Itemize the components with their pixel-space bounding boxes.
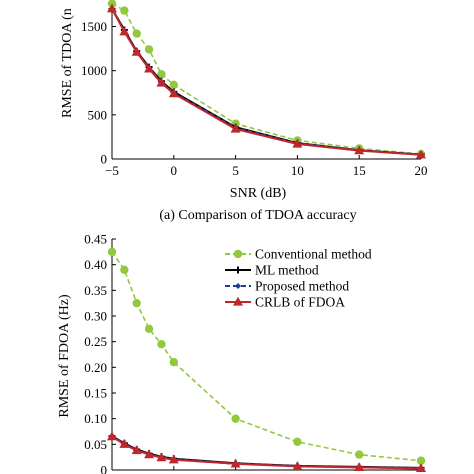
fdoa-ytick-label: 0	[101, 463, 108, 474]
fdoa-point-crlb	[131, 445, 142, 455]
fdoa-series-conventional	[107, 247, 426, 465]
tdoa-ytick-label: 0	[101, 152, 108, 167]
tdoa-xtick-label: 15	[353, 163, 366, 178]
fdoa-point-conventional	[416, 456, 426, 465]
fdoa-point-conventional	[132, 298, 141, 308]
tdoa-point-conventional	[144, 45, 154, 54]
legend-label-ml: ML method	[255, 263, 319, 278]
tdoa-ylabel: RMSE of TDOA (n	[60, 8, 75, 118]
tdoa-point-crlb	[354, 145, 365, 155]
legend-marker-ml	[234, 266, 242, 274]
tdoa-series-crlb	[107, 3, 426, 159]
fdoa-ylabel: RMSE of FDOA (Hz)	[57, 294, 72, 418]
fdoa-line-proposed	[111, 435, 422, 469]
fdoa-point-conventional	[231, 414, 240, 423]
fdoa-chart: 0 0.05 0.10 0.15 0.20 0.25 0.30 0.35 0.40 0.45	[84, 232, 426, 474]
legend-label-proposed: Proposed method	[255, 279, 349, 294]
fdoa-line-crlb	[111, 435, 422, 470]
fdoa-ytick-label: 0.40	[84, 257, 107, 272]
legend-marker-conventional	[233, 249, 243, 259]
tdoa-point-crlb	[131, 46, 142, 56]
tdoa-xtick-label: 10	[291, 163, 304, 178]
tdoa-point-conventional	[157, 70, 166, 79]
tdoa-ytick-label: 1500	[81, 19, 107, 34]
tdoa-point-crlb	[416, 149, 426, 159]
fdoa-point-crlb	[416, 463, 426, 473]
legend-label-conventional: Conventional method	[255, 247, 372, 262]
legend-entry-conventional: Conventional method	[225, 247, 372, 262]
tdoa-xlabel: SNR (dB)	[230, 186, 287, 201]
legend-entry-crlb: CRLB of FDOA	[225, 295, 345, 310]
fdoa-point-conventional	[157, 340, 166, 349]
tdoa-line-conventional	[111, 2, 422, 155]
fdoa-ytick-label: 0.30	[84, 309, 107, 324]
fdoa-ytick-label: 0.35	[84, 283, 107, 298]
fdoa-point-conventional	[169, 358, 178, 367]
fdoa-point-conventional	[120, 265, 129, 274]
tdoa-point-conventional	[132, 29, 141, 38]
legend-label-crlb: CRLB of FDOA	[255, 295, 345, 310]
fdoa-point-crlb	[292, 461, 303, 471]
legend-marker-crlb	[233, 296, 243, 306]
tdoa-series-ml	[108, 5, 425, 159]
tdoa-point-crlb	[230, 123, 241, 133]
fdoa-point-crlb	[119, 439, 130, 448]
tdoa-line-crlb	[111, 8, 422, 156]
fdoa-point-crlb	[156, 452, 167, 462]
fdoa-point-crlb	[354, 462, 365, 472]
fdoa-ytick-label: 0.25	[84, 334, 107, 349]
fdoa-ytick-label: 0.15	[84, 386, 107, 401]
tdoa-ytick-label: 1000	[81, 63, 107, 78]
tdoa-point-crlb	[144, 63, 155, 73]
fdoa-point-conventional	[144, 324, 154, 334]
tdoa-point-crlb	[168, 88, 179, 98]
tdoa-point-crlb	[292, 138, 303, 148]
fdoa-ytick-label: 0.10	[84, 411, 107, 426]
fdoa-point-crlb	[144, 449, 155, 459]
legend-marker-proposed	[235, 283, 241, 289]
tdoa-xtick-label: 5	[232, 163, 239, 178]
tdoa-point-crlb	[156, 77, 167, 87]
legend-entry-proposed: Proposed method	[225, 279, 349, 294]
tdoa-xtick-label: −5	[105, 163, 119, 178]
fdoa-ytick-label: 0.45	[84, 232, 107, 247]
tdoa-xtick-label: 20	[415, 163, 428, 178]
tdoa-point-conventional	[120, 6, 129, 15]
fdoa-ytick-label: 0.20	[84, 360, 107, 375]
fdoa-point-conventional	[355, 450, 364, 459]
fdoa-series-crlb	[107, 431, 426, 473]
fdoa-line-conventional	[111, 251, 422, 462]
tdoa-point-crlb	[119, 26, 130, 36]
fdoa-line-ml	[111, 435, 422, 469]
fdoa-point-crlb	[107, 431, 117, 441]
legend-entry-ml: ML method	[225, 263, 319, 278]
tdoa-ytick-label: 500	[88, 107, 108, 122]
fdoa-point-crlb	[230, 458, 241, 468]
fdoa-point-conventional	[107, 247, 117, 257]
fdoa-point-conventional	[293, 437, 302, 446]
tdoa-caption: (a) Comparison of TDOA accuracy	[159, 208, 356, 223]
fdoa-point-crlb	[168, 454, 179, 464]
tdoa-point-crlb	[107, 3, 117, 13]
fdoa-ytick-label: 0.05	[84, 437, 107, 452]
tdoa-xtick-label: 0	[171, 163, 178, 178]
tdoa-point-conventional	[169, 80, 178, 90]
